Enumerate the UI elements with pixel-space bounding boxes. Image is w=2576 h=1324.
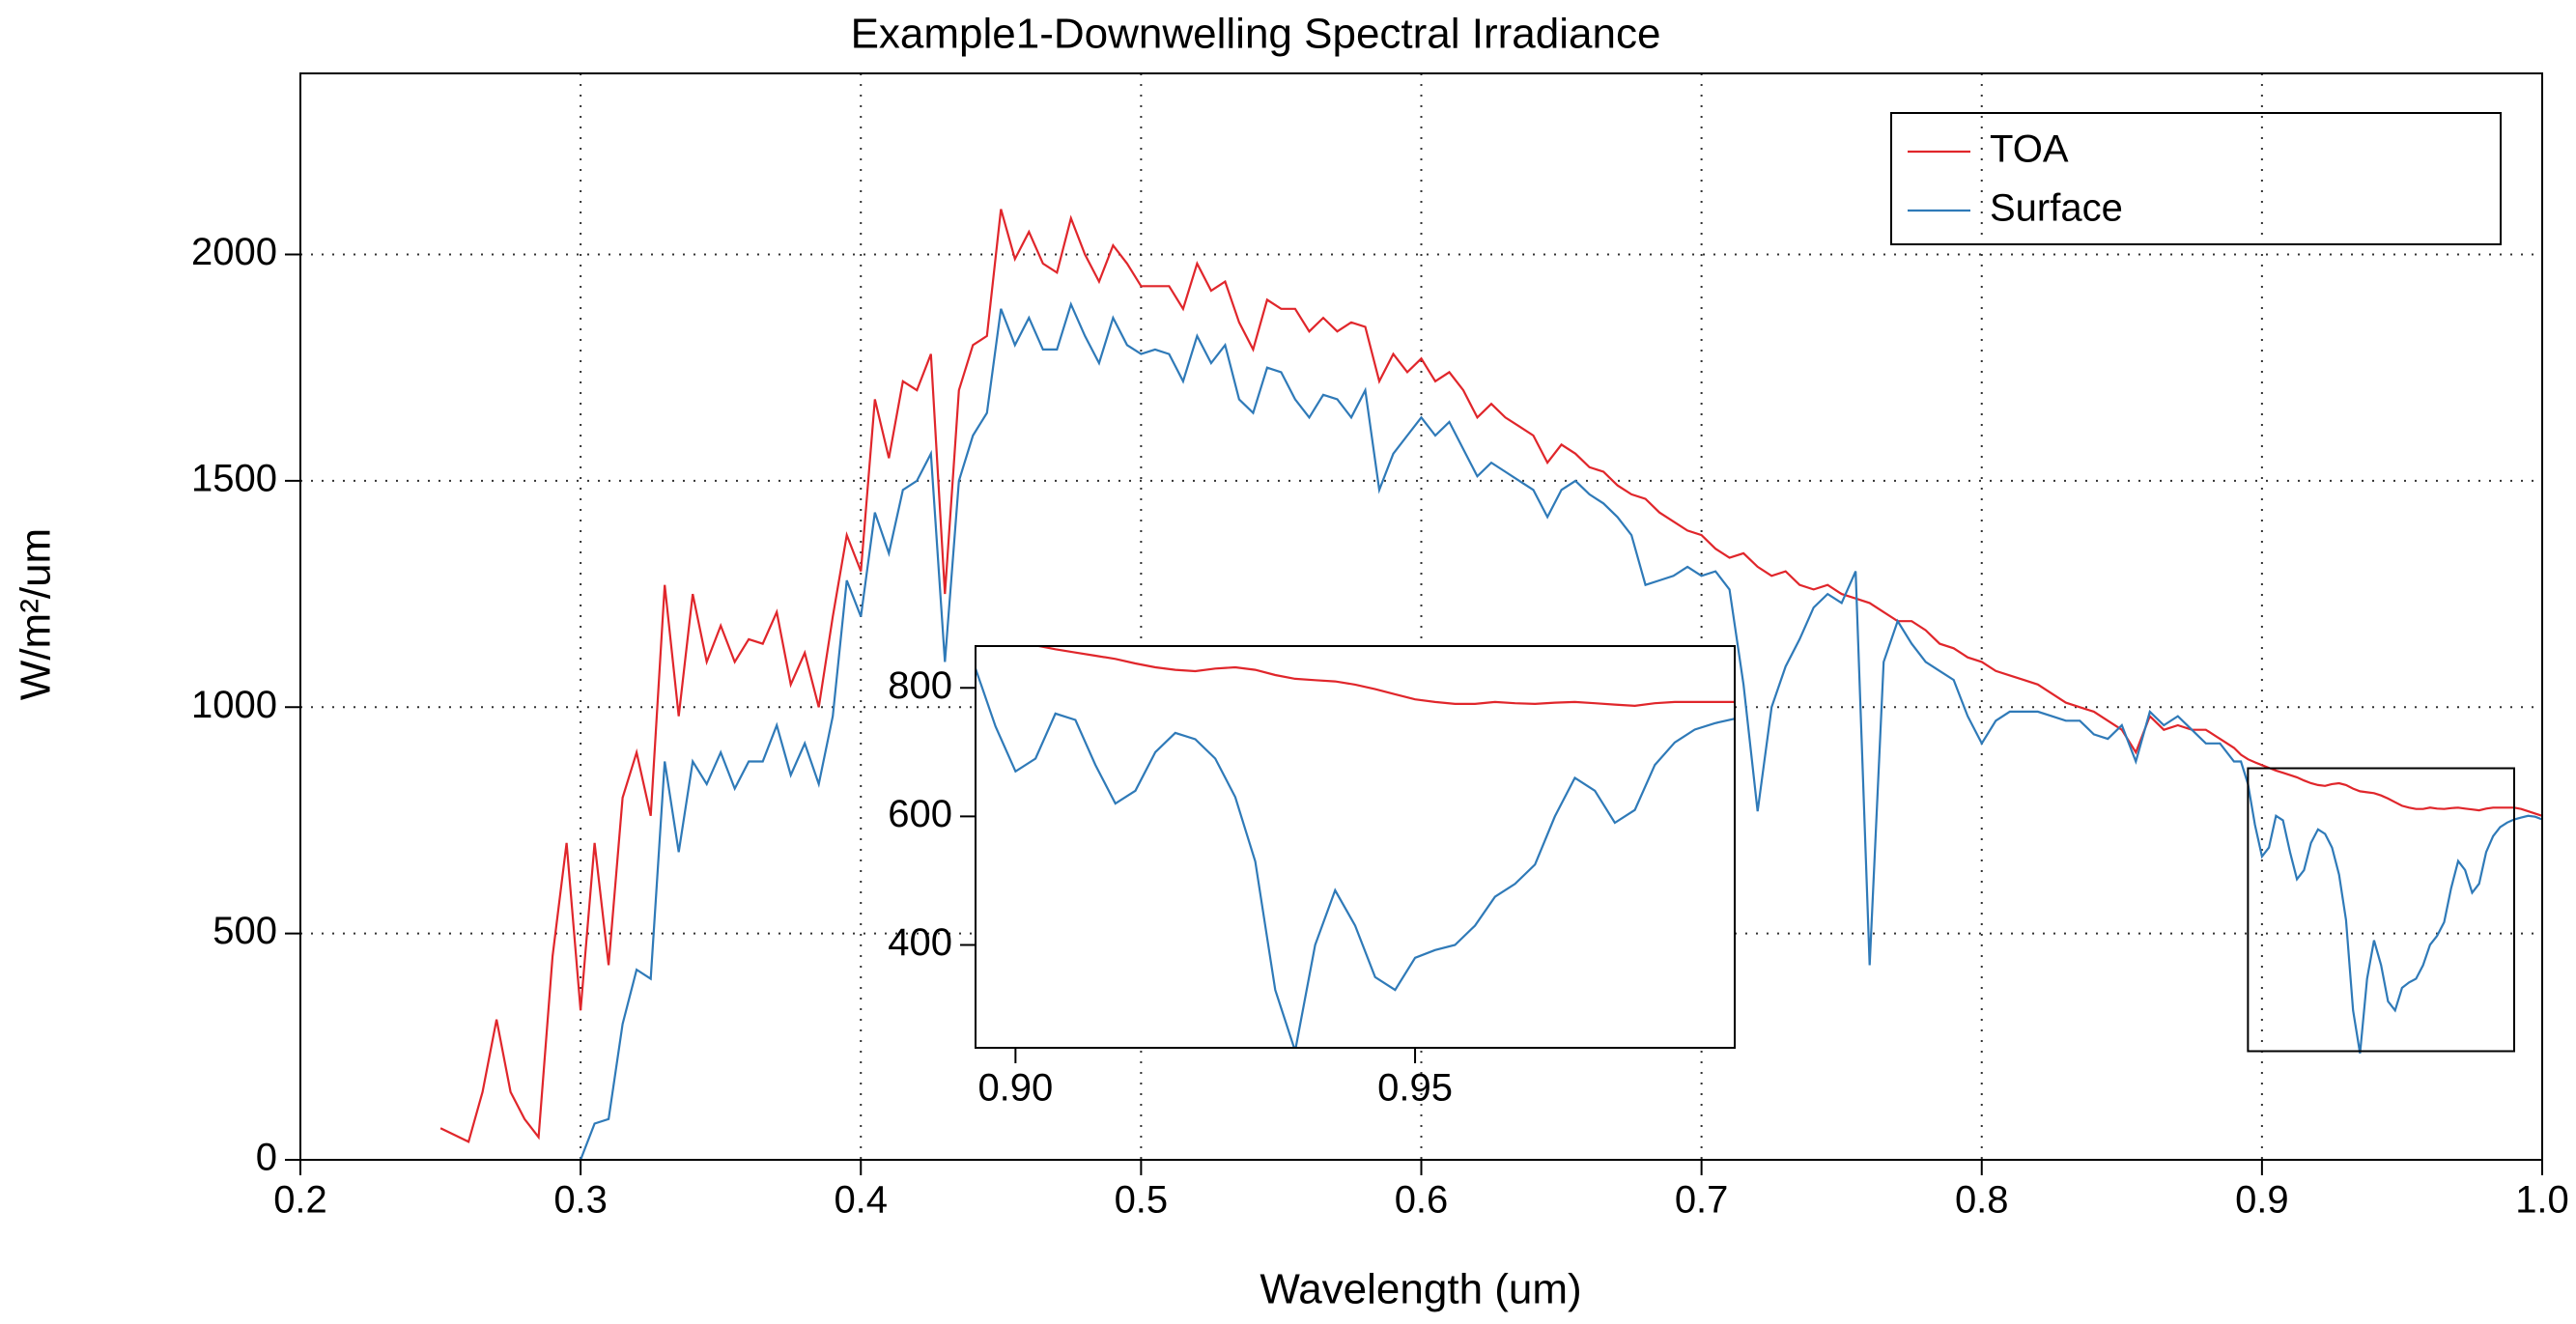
legend-label: Surface: [1990, 187, 2123, 230]
plot-frame: [975, 645, 1736, 1049]
y-tick-label: 2000: [191, 231, 277, 273]
y-tick-label: 800: [888, 664, 952, 707]
y-tick-label: 0: [256, 1137, 277, 1179]
x-tick-label: 0.3: [553, 1179, 608, 1222]
legend-box: [1890, 112, 2502, 245]
series-line: [439, 209, 2542, 1143]
x-tick-label: 0.6: [1395, 1179, 1449, 1222]
x-tick-label: 0.9: [2235, 1179, 2289, 1222]
zoom-box: [2247, 767, 2515, 1053]
x-tick-label: 0.7: [1675, 1179, 1729, 1222]
y-tick-label: 400: [888, 921, 952, 964]
x-tick-label: 0.4: [834, 1179, 888, 1222]
x-tick-label: 0.5: [1115, 1179, 1169, 1222]
legend: TOA Surface: [1890, 112, 2502, 245]
y-tick-label: 500: [212, 910, 277, 952]
x-tick-label: 0.2: [273, 1179, 327, 1222]
y-tick-label: 1000: [191, 684, 277, 726]
x-tick-label: 0.8: [1955, 1179, 2009, 1222]
series-line: [580, 300, 2542, 1160]
legend-label: TOA: [1990, 128, 2069, 171]
series-line: [1033, 646, 1735, 708]
plot-frame: [299, 72, 2543, 1161]
x-axis-label: Wavelength (um): [1260, 1266, 1581, 1313]
x-tick-label: 0.90: [977, 1067, 1053, 1110]
y-tick-label: 600: [888, 793, 952, 835]
y-axis-label: W/m²/um: [13, 528, 60, 700]
plot-background: [976, 646, 1735, 1048]
x-tick-label: 0.95: [1377, 1067, 1453, 1110]
chart-title: Example1-Downwelling Spectral Irradiance: [851, 11, 1661, 58]
y-tick-label: 1500: [191, 457, 277, 499]
series-line: [976, 666, 1735, 1048]
x-tick-label: 1.0: [2515, 1179, 2569, 1222]
